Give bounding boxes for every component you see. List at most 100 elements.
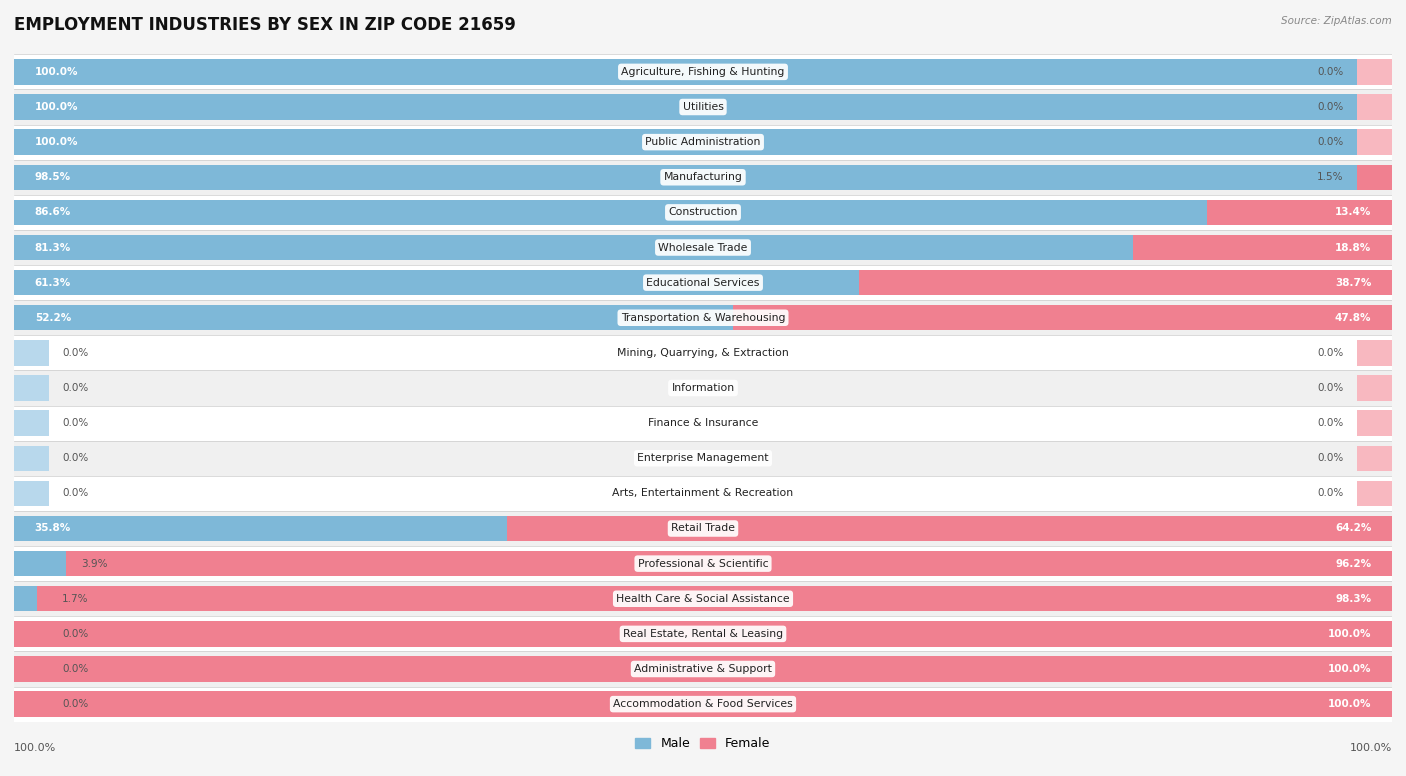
Text: 1.5%: 1.5% (1317, 172, 1344, 182)
Text: 0.0%: 0.0% (62, 488, 89, 498)
Bar (1358, 376, 1392, 400)
Text: 0.0%: 0.0% (1317, 418, 1344, 428)
Text: 100.0%: 100.0% (35, 67, 79, 77)
Text: 86.6%: 86.6% (35, 207, 70, 217)
Text: Educational Services: Educational Services (647, 278, 759, 288)
Bar (14, 581, 1392, 616)
Bar (14, 546, 1392, 581)
Bar (66, 551, 1392, 577)
Text: 100.0%: 100.0% (35, 137, 79, 147)
Bar (14, 651, 1392, 687)
Bar (14, 165, 1371, 190)
Bar (14, 300, 1392, 335)
Bar (14, 160, 1392, 195)
Bar (14, 59, 1392, 85)
Text: 3.9%: 3.9% (82, 559, 108, 569)
Text: 61.3%: 61.3% (35, 278, 70, 288)
Bar (14, 480, 48, 506)
Bar (1358, 480, 1392, 506)
Text: 0.0%: 0.0% (62, 348, 89, 358)
Bar (1358, 340, 1392, 365)
Text: 96.2%: 96.2% (1336, 559, 1371, 569)
Text: Enterprise Management: Enterprise Management (637, 453, 769, 463)
Text: 100.0%: 100.0% (35, 102, 79, 112)
Text: 100.0%: 100.0% (1350, 743, 1392, 753)
Text: 0.0%: 0.0% (1317, 102, 1344, 112)
Bar (14, 370, 1392, 406)
Text: 35.8%: 35.8% (35, 524, 70, 533)
Bar (38, 586, 1392, 611)
Text: 100.0%: 100.0% (14, 743, 56, 753)
Text: 0.0%: 0.0% (1317, 488, 1344, 498)
Bar (14, 235, 1135, 260)
Bar (14, 616, 1392, 651)
Text: 52.2%: 52.2% (35, 313, 70, 323)
Text: Utilities: Utilities (682, 102, 724, 112)
Bar (14, 406, 1392, 441)
Text: Wholesale Trade: Wholesale Trade (658, 243, 748, 252)
Text: 0.0%: 0.0% (62, 629, 89, 639)
Text: 0.0%: 0.0% (1317, 67, 1344, 77)
Bar (14, 335, 1392, 370)
Text: Information: Information (672, 383, 734, 393)
Bar (14, 411, 48, 436)
Text: 0.0%: 0.0% (62, 664, 89, 674)
Bar (1358, 411, 1392, 436)
Text: Retail Trade: Retail Trade (671, 524, 735, 533)
Text: Public Administration: Public Administration (645, 137, 761, 147)
Bar (14, 476, 1392, 511)
Bar (14, 89, 1392, 125)
Text: Real Estate, Rental & Leasing: Real Estate, Rental & Leasing (623, 629, 783, 639)
Bar (14, 340, 48, 365)
Bar (14, 195, 1392, 230)
Bar (14, 622, 48, 646)
Text: 38.7%: 38.7% (1334, 278, 1371, 288)
Text: 47.8%: 47.8% (1334, 313, 1371, 323)
Text: 0.0%: 0.0% (1317, 137, 1344, 147)
Text: Administrative & Support: Administrative & Support (634, 664, 772, 674)
Bar (1358, 165, 1392, 190)
Text: 18.8%: 18.8% (1336, 243, 1371, 252)
Bar (14, 511, 1392, 546)
Bar (14, 305, 734, 331)
Text: EMPLOYMENT INDUSTRIES BY SEX IN ZIP CODE 21659: EMPLOYMENT INDUSTRIES BY SEX IN ZIP CODE… (14, 16, 516, 33)
Bar (14, 687, 1392, 722)
Bar (508, 516, 1392, 541)
Text: 0.0%: 0.0% (1317, 383, 1344, 393)
Bar (14, 230, 1392, 265)
Bar (14, 376, 48, 400)
Text: Source: ZipAtlas.com: Source: ZipAtlas.com (1281, 16, 1392, 26)
Text: Agriculture, Fishing & Hunting: Agriculture, Fishing & Hunting (621, 67, 785, 77)
Bar (14, 265, 1392, 300)
Text: 98.5%: 98.5% (35, 172, 70, 182)
Text: Professional & Scientific: Professional & Scientific (638, 559, 768, 569)
Text: 0.0%: 0.0% (62, 453, 89, 463)
Text: 100.0%: 100.0% (1327, 629, 1371, 639)
Bar (14, 441, 1392, 476)
Bar (14, 516, 508, 541)
Text: Health Care & Social Assistance: Health Care & Social Assistance (616, 594, 790, 604)
Text: 0.0%: 0.0% (62, 383, 89, 393)
Bar (14, 270, 859, 296)
Text: 0.0%: 0.0% (62, 699, 89, 709)
Text: Arts, Entertainment & Recreation: Arts, Entertainment & Recreation (613, 488, 793, 498)
Text: 13.4%: 13.4% (1334, 207, 1371, 217)
Bar (1133, 235, 1392, 260)
Bar (14, 125, 1392, 160)
Bar (14, 130, 1392, 154)
Bar (14, 95, 1392, 120)
Bar (14, 622, 1392, 646)
Bar (14, 691, 48, 717)
Text: Finance & Insurance: Finance & Insurance (648, 418, 758, 428)
Bar (14, 656, 48, 681)
Text: Mining, Quarrying, & Extraction: Mining, Quarrying, & Extraction (617, 348, 789, 358)
Text: 1.7%: 1.7% (62, 594, 89, 604)
Bar (1358, 95, 1392, 120)
Text: Manufacturing: Manufacturing (664, 172, 742, 182)
Text: 100.0%: 100.0% (1327, 664, 1371, 674)
Bar (14, 691, 1392, 717)
Text: 98.3%: 98.3% (1336, 594, 1371, 604)
Bar (1208, 199, 1392, 225)
Text: 0.0%: 0.0% (62, 418, 89, 428)
Bar (859, 270, 1392, 296)
